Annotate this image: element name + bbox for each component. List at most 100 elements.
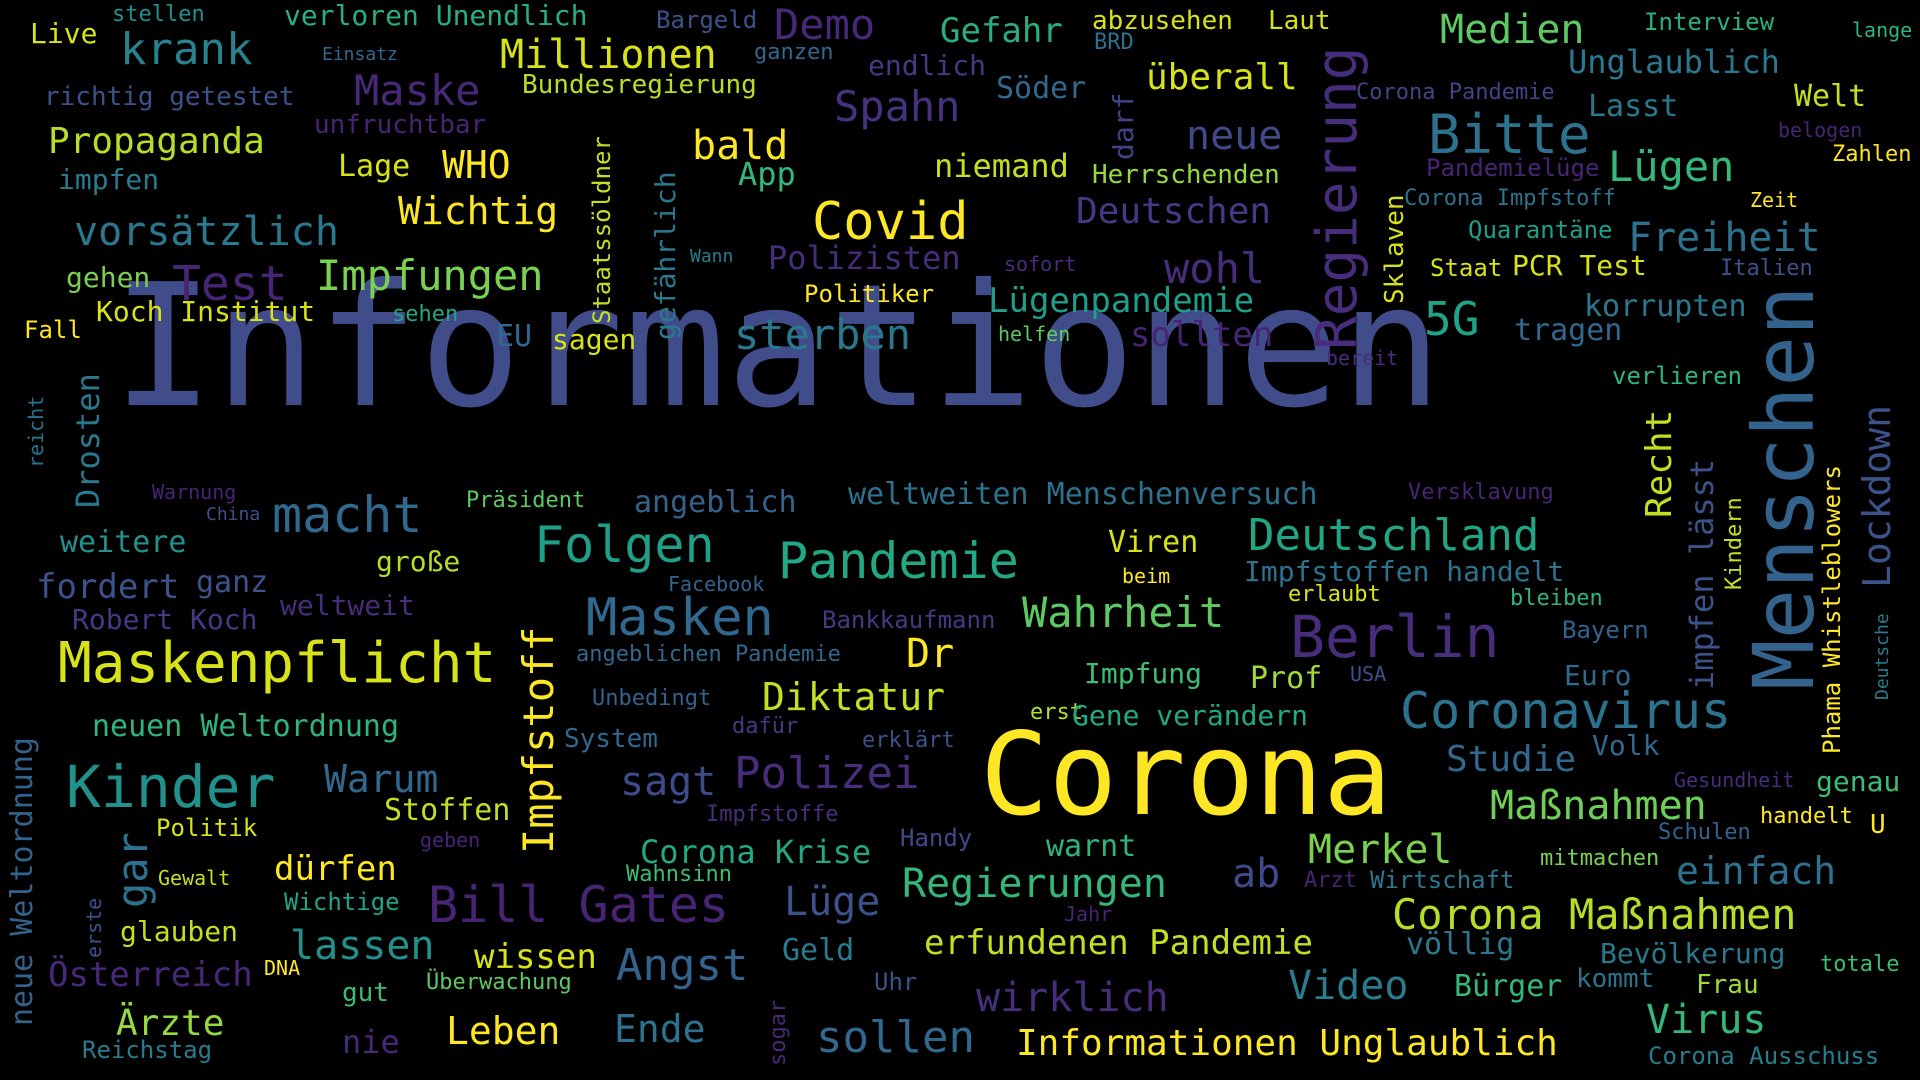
word: USA — [1350, 662, 1387, 686]
word: Politik — [156, 814, 258, 842]
word: Zeit — [1750, 188, 1799, 212]
word: Demo — [774, 0, 876, 49]
word: mitmachen — [1540, 846, 1660, 871]
word: erste — [82, 897, 106, 958]
word: Corona — [980, 708, 1392, 841]
word: belogen — [1778, 118, 1863, 142]
word: Italien — [1720, 256, 1813, 281]
word: Wann — [690, 246, 734, 267]
word: Laut — [1268, 6, 1331, 36]
word: abzusehen — [1092, 6, 1233, 36]
word: Corona Pandemie — [1356, 80, 1555, 105]
word: tragen — [1514, 313, 1623, 348]
word: darf — [1107, 92, 1140, 160]
word: Reichstag — [82, 1036, 213, 1064]
word: Merkel — [1308, 827, 1453, 873]
word: Gesundheit — [1674, 768, 1795, 792]
word: sogar — [766, 999, 791, 1066]
word: wirklich — [976, 975, 1169, 1021]
word: niemand — [934, 147, 1069, 185]
word: Medien — [1440, 7, 1585, 53]
word: Bayern — [1562, 616, 1649, 644]
word: stellen — [112, 2, 205, 27]
word: Lockdown — [1855, 404, 1899, 588]
word: Robert Koch — [72, 603, 258, 636]
word: angeblich — [634, 485, 797, 520]
word: Studie — [1446, 739, 1577, 780]
word: Frau — [1696, 970, 1759, 1000]
word: Herrschenden — [1092, 160, 1280, 190]
word: Quarantäne — [1468, 216, 1613, 244]
word: weltweiten Menschenversuch — [848, 477, 1318, 512]
word: Corona Ausschuss — [1648, 1042, 1880, 1070]
word: Bargeld — [656, 6, 758, 34]
word: Zahlen — [1832, 142, 1912, 167]
word: sterben — [734, 310, 912, 359]
word: EU — [496, 319, 533, 354]
word: beim — [1122, 564, 1171, 588]
word: wohl — [1164, 244, 1266, 293]
word: 5G — [1424, 292, 1480, 346]
word: lassen — [290, 923, 435, 969]
word: krank — [120, 24, 253, 75]
word: Deutschen — [1076, 191, 1272, 232]
word: Gefahr — [940, 11, 1063, 51]
word: Gene verändern — [1072, 699, 1309, 732]
word: nie — [342, 1023, 400, 1061]
word: U — [1870, 810, 1886, 840]
word: Österreich — [48, 955, 253, 995]
word: angeblichen Pandemie — [576, 642, 841, 667]
word: warnt — [1046, 829, 1137, 864]
word: Leben — [446, 1009, 561, 1053]
word: Polizei — [734, 748, 920, 799]
word: Test — [172, 256, 288, 312]
word: Koch Institut — [96, 295, 316, 328]
word: Impfung — [1084, 657, 1203, 690]
word: DNA — [264, 956, 301, 980]
word: Bevölkerung — [1600, 937, 1786, 970]
word: Lügenpandemie — [988, 281, 1255, 321]
word: Politiker — [804, 280, 935, 308]
word: Corona Krise — [640, 833, 872, 871]
word: unfruchtbar — [314, 110, 487, 140]
word: dafür — [732, 714, 799, 739]
word: Bill Gates — [428, 876, 730, 934]
word: Wirtschaft — [1370, 866, 1515, 894]
word: Lage — [338, 149, 411, 184]
word: Kindern — [1722, 497, 1747, 590]
word: Regierungen — [902, 861, 1167, 907]
word: Maske — [354, 66, 481, 115]
word: China — [206, 504, 261, 525]
word: Informationen — [112, 248, 1443, 446]
word: glauben — [120, 915, 239, 948]
word: dürfen — [274, 849, 397, 889]
word: macht — [272, 486, 423, 544]
word: gefährlich — [649, 171, 682, 340]
word: sollen — [816, 1012, 975, 1063]
word: Video — [1288, 963, 1409, 1009]
word: vorsätzlich — [74, 209, 339, 255]
word: Staatssöldner — [588, 136, 616, 324]
word: sehen — [392, 302, 459, 327]
word: bleiben — [1510, 586, 1603, 611]
word: neuen Weltordnung — [92, 709, 400, 744]
word: Masken — [586, 588, 774, 648]
word: Volk — [1592, 729, 1660, 762]
word: sagt — [620, 759, 717, 805]
word: Phama Whistleblowers — [1818, 465, 1846, 754]
word: Wichtige — [284, 888, 400, 916]
word: Interview — [1644, 8, 1775, 36]
word: endlich — [868, 49, 987, 82]
word: Virus — [1646, 997, 1767, 1043]
word: Millionen — [500, 32, 717, 78]
word: Jahr — [1064, 902, 1113, 926]
word: richtig getestet — [44, 82, 295, 112]
word: Pandemie — [778, 532, 1019, 590]
word: System — [564, 724, 658, 754]
word: Unglaublich — [1568, 43, 1780, 81]
word: gar — [108, 832, 157, 908]
word: ab — [1232, 851, 1281, 897]
word: Versklavung — [1408, 480, 1554, 505]
word: PCR Test — [1512, 249, 1647, 282]
